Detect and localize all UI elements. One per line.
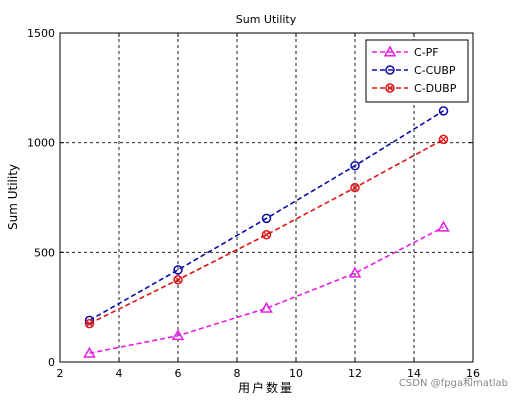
- data-point: [350, 160, 360, 171]
- x-tick-label: 8: [234, 367, 241, 380]
- x-tick-label: 4: [116, 367, 123, 380]
- chart-title: Sum Utility: [236, 13, 297, 26]
- legend-marker: [383, 45, 397, 57]
- legend-marker: [385, 83, 395, 93]
- x-tick-label: 14: [407, 367, 421, 380]
- legend-label: C-PF: [414, 46, 439, 59]
- x-axis-label: 用户数量: [238, 380, 294, 395]
- data-point: [438, 134, 449, 145]
- marker-ring: [385, 83, 395, 93]
- y-tick-label: 1000: [27, 137, 55, 150]
- data-point: [173, 275, 183, 285]
- marker-ring: [438, 134, 449, 145]
- marker-ring: [350, 182, 360, 193]
- marker-ring: [173, 275, 183, 285]
- x-tick-label: 2: [57, 367, 64, 380]
- marker-cross: [86, 320, 93, 327]
- data-point: [261, 213, 272, 224]
- series-c-dubp: [84, 134, 449, 329]
- data-point: [348, 266, 362, 278]
- series-line: [89, 110, 444, 322]
- marker-cross: [351, 184, 359, 191]
- legend-label: C-CUBP: [414, 64, 456, 77]
- data-point: [260, 301, 273, 313]
- ticks: 2 4 6 8 10 12 14 16 0 500 1000 1500: [27, 27, 480, 380]
- x-tick-label: 10: [289, 367, 303, 380]
- legend-marker: [385, 65, 395, 75]
- series-line: [89, 138, 444, 325]
- legend-item: C-CUBP: [372, 64, 456, 77]
- data-point: [261, 230, 272, 240]
- data-point: [438, 106, 449, 116]
- y-tick-label: 500: [34, 246, 55, 259]
- marker-cross: [174, 276, 182, 283]
- marker-ring: [84, 318, 95, 329]
- series-layer: [83, 106, 450, 358]
- y-tick-label: 1500: [27, 27, 55, 40]
- series-c-pf: [83, 220, 450, 358]
- series-line: [89, 226, 444, 355]
- legend-box: [365, 39, 469, 103]
- x-tick-label: 12: [348, 367, 362, 380]
- y-tick-label: 0: [48, 356, 55, 369]
- data-point: [84, 318, 95, 329]
- data-point: [83, 346, 96, 358]
- y-axis-label: Sum Utility: [6, 164, 20, 230]
- legend-item: C-DUBP: [372, 82, 457, 95]
- data-point: [350, 182, 360, 193]
- watermark: CSDN @fpga和matlab: [399, 377, 508, 389]
- marker-cross: [386, 84, 394, 92]
- marker-cross: [440, 136, 447, 143]
- plot-frame: [59, 32, 474, 363]
- marker-cross: [263, 231, 270, 239]
- legend-label: C-DUBP: [414, 82, 457, 95]
- legend-item: C-PF: [372, 45, 439, 59]
- data-point: [173, 265, 183, 275]
- legend: C-PF C-CUBP C-DUBP: [365, 39, 469, 103]
- data-point: [171, 329, 185, 341]
- marker-ring: [261, 230, 272, 240]
- x-tick-label: 6: [175, 367, 182, 380]
- data-point: [437, 220, 450, 232]
- x-tick-label: 16: [466, 367, 480, 380]
